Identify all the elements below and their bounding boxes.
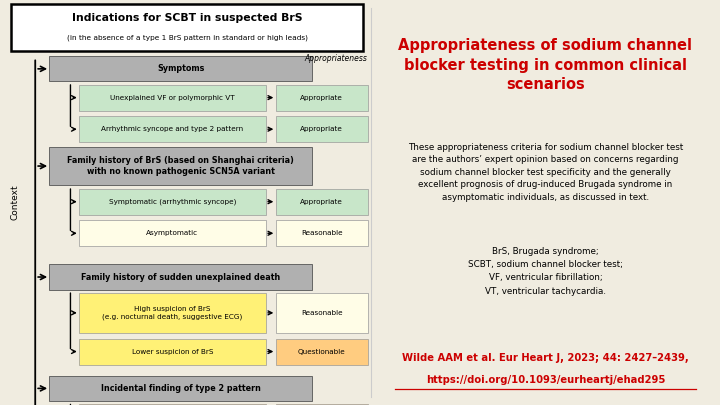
Text: Lower suspicion of BrS: Lower suspicion of BrS bbox=[132, 349, 213, 354]
Text: Appropriateness of sodium channel
blocker testing in common clinical
scenarios: Appropriateness of sodium channel blocke… bbox=[398, 38, 693, 92]
Text: Questionable: Questionable bbox=[298, 349, 346, 354]
FancyBboxPatch shape bbox=[276, 220, 368, 246]
Text: https://doi.org/10.1093/eurheartj/ehad295: https://doi.org/10.1093/eurheartj/ehad29… bbox=[426, 375, 665, 385]
FancyBboxPatch shape bbox=[49, 147, 312, 185]
Text: Appropriateness: Appropriateness bbox=[305, 54, 367, 63]
FancyBboxPatch shape bbox=[79, 293, 266, 333]
FancyBboxPatch shape bbox=[49, 264, 312, 290]
FancyBboxPatch shape bbox=[79, 339, 266, 364]
Text: Appropriate: Appropriate bbox=[300, 126, 343, 132]
FancyBboxPatch shape bbox=[49, 56, 312, 81]
Text: Family history of sudden unexplained death: Family history of sudden unexplained dea… bbox=[81, 273, 280, 281]
FancyBboxPatch shape bbox=[276, 85, 368, 111]
Text: High suspicion of BrS
(e.g. nocturnal death, suggestive ECG): High suspicion of BrS (e.g. nocturnal de… bbox=[102, 306, 243, 320]
FancyBboxPatch shape bbox=[276, 116, 368, 142]
Text: Incidental finding of type 2 pattern: Incidental finding of type 2 pattern bbox=[101, 384, 261, 393]
Text: Asymptomatic: Asymptomatic bbox=[146, 230, 199, 236]
FancyBboxPatch shape bbox=[79, 189, 266, 215]
Text: Unexplained VF or polymorphic VT: Unexplained VF or polymorphic VT bbox=[110, 95, 235, 100]
FancyBboxPatch shape bbox=[276, 293, 368, 333]
FancyBboxPatch shape bbox=[79, 220, 266, 246]
Text: Reasonable: Reasonable bbox=[301, 310, 343, 316]
Text: Appropriate: Appropriate bbox=[300, 199, 343, 205]
Text: Appropriate: Appropriate bbox=[300, 95, 343, 100]
Text: Family history of BrS (based on Shanghai criteria)
with no known pathogenic SCN5: Family history of BrS (based on Shanghai… bbox=[68, 156, 294, 176]
FancyBboxPatch shape bbox=[49, 376, 312, 401]
Text: These appropriateness criteria for sodium channel blocker test
are the authors’ : These appropriateness criteria for sodiu… bbox=[408, 143, 683, 202]
Text: Indications for SCBT in suspected BrS: Indications for SCBT in suspected BrS bbox=[72, 13, 302, 23]
FancyBboxPatch shape bbox=[276, 339, 368, 364]
Text: Arrhythmic syncope and type 2 pattern: Arrhythmic syncope and type 2 pattern bbox=[102, 126, 243, 132]
Text: Symptoms: Symptoms bbox=[157, 64, 204, 73]
FancyBboxPatch shape bbox=[11, 4, 364, 51]
Text: (in the absence of a type 1 BrS pattern in standard or high leads): (in the absence of a type 1 BrS pattern … bbox=[67, 34, 307, 40]
FancyBboxPatch shape bbox=[276, 189, 368, 215]
Text: BrS, Brugada syndrome;
SCBT, sodium channel blocker test;
VF, ventricular fibril: BrS, Brugada syndrome; SCBT, sodium chan… bbox=[468, 247, 623, 296]
FancyBboxPatch shape bbox=[276, 404, 368, 405]
FancyBboxPatch shape bbox=[79, 116, 266, 142]
Text: Symptomatic (arrhythmic syncope): Symptomatic (arrhythmic syncope) bbox=[109, 198, 236, 205]
FancyBboxPatch shape bbox=[79, 85, 266, 111]
Text: Wilde AAM et al. Eur Heart J, 2023; 44: 2427–2439,: Wilde AAM et al. Eur Heart J, 2023; 44: … bbox=[402, 354, 689, 363]
Text: Context: Context bbox=[10, 185, 19, 220]
FancyBboxPatch shape bbox=[79, 404, 266, 405]
Text: Reasonable: Reasonable bbox=[301, 230, 343, 236]
